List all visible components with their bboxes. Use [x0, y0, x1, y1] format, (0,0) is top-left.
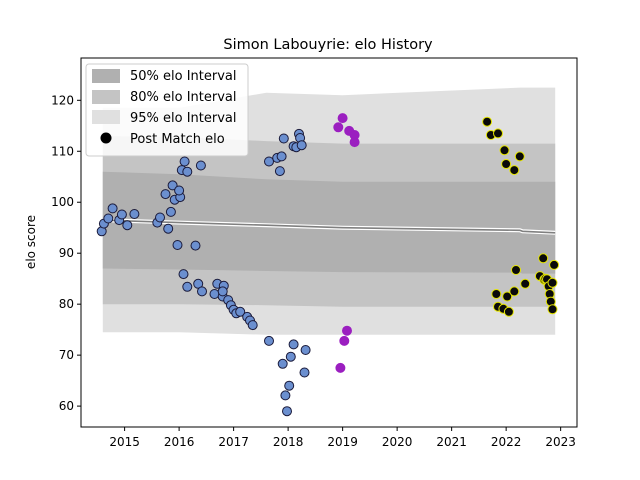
data-point-group1: [167, 180, 178, 191]
data-point-group2: [342, 325, 352, 336]
y-tick-label: 70: [59, 348, 74, 362]
data-point-group3: [509, 286, 520, 297]
data-point-group3: [482, 116, 493, 127]
x-tick-label: 2017: [218, 435, 249, 449]
data-point-group1: [209, 289, 220, 299]
data-point-group3: [520, 278, 531, 289]
post-match-points: [96, 113, 560, 417]
x-tick-label: 2019: [327, 435, 358, 449]
legend-label-points: Post Match elo: [130, 132, 225, 147]
data-point-group1: [129, 209, 140, 219]
data-point-group1: [264, 156, 274, 167]
legend-swatch-95: [92, 110, 120, 124]
data-point-group1: [182, 281, 193, 292]
data-point-group1: [155, 212, 165, 223]
y-tick-label: 100: [51, 195, 74, 209]
data-point-group1: [116, 209, 127, 220]
data-point-group1: [278, 133, 289, 144]
data-point-group1: [288, 339, 299, 350]
median-line: [102, 219, 556, 234]
x-tick-label: 2023: [545, 435, 576, 449]
y-tick-label: 110: [51, 144, 74, 158]
data-point-group1: [285, 351, 296, 362]
data-point-group1: [277, 358, 288, 369]
data-point-group2: [335, 362, 346, 373]
y-axis-label: elo score: [24, 215, 38, 269]
data-point-group1: [300, 345, 311, 355]
data-point-group1: [274, 166, 285, 177]
x-tick-label: 2020: [382, 435, 413, 449]
data-point-group1: [247, 320, 258, 331]
y-axis-ticks: 60 70 80 90 100 110 120: [51, 93, 81, 413]
legend-label-80: 80% elo Interval: [130, 90, 237, 105]
y-tick-label: 60: [59, 399, 74, 413]
data-point-group1: [122, 220, 133, 231]
data-point-group3: [509, 165, 520, 176]
legend-swatch-80: [92, 90, 120, 104]
legend-marker-points: [100, 132, 112, 144]
chart-title: Simon Labouyrie: elo History: [223, 37, 433, 53]
data-point-group1: [296, 140, 307, 151]
data-point-group2: [349, 137, 360, 148]
legend-box: [85, 63, 249, 157]
legend-label-50: 50% elo Interval: [130, 69, 237, 84]
data-point-group1: [197, 286, 207, 297]
data-point-group2: [337, 113, 348, 124]
data-point-group1: [103, 213, 114, 224]
data-point-group1: [179, 156, 190, 167]
data-point-group3: [547, 304, 558, 315]
data-point-group3: [511, 265, 521, 275]
data-point-group1: [174, 185, 185, 196]
data-point-group3: [514, 151, 525, 162]
data-point-group1: [182, 166, 193, 177]
y-tick-label: 120: [51, 93, 74, 107]
x-tick-label: 2016: [164, 435, 195, 449]
data-point-group1: [107, 203, 118, 214]
data-point-group1: [172, 240, 183, 250]
axes-frame: [80, 57, 578, 428]
data-point-group1: [178, 269, 189, 280]
x-tick-label: 2022: [491, 435, 522, 449]
y-tick-label: 80: [59, 297, 74, 311]
data-point-group3: [491, 289, 502, 299]
x-tick-label: 2015: [109, 435, 140, 449]
median-line-group: [102, 218, 556, 235]
data-point-group2: [339, 335, 350, 346]
x-tick-label: 2021: [436, 435, 467, 449]
data-point-group1: [284, 380, 295, 391]
data-point-group3: [503, 306, 514, 317]
x-tick-label: 2018: [273, 435, 304, 449]
legend: 50% elo Interval 80% elo Interval 95% el…: [85, 63, 249, 157]
data-point-group3: [547, 277, 558, 288]
data-point-group3: [549, 259, 560, 270]
data-point-group1: [163, 223, 174, 234]
data-point-group3: [502, 291, 513, 302]
data-point-group1: [235, 306, 246, 317]
data-point-group1: [299, 367, 310, 378]
data-point-group1: [190, 240, 201, 251]
data-point-group1: [264, 335, 274, 346]
data-point-group3: [499, 145, 510, 156]
band-50: [102, 171, 556, 274]
legend-label-95: 95% elo Interval: [130, 111, 237, 126]
data-point-group1: [160, 189, 171, 200]
data-point-group2: [333, 122, 344, 133]
data-point-group1: [165, 206, 176, 217]
data-point-group1: [280, 390, 291, 401]
data-point-group1: [217, 286, 228, 297]
data-point-group3: [501, 159, 512, 169]
y-tick-label: 90: [59, 246, 74, 260]
data-point-group3: [538, 253, 549, 264]
legend-swatch-50: [92, 69, 120, 83]
data-point-group1: [195, 160, 206, 171]
x-axis-ticks: 2015 2016 2017 2018 2019 2020 2021 2022 2023: [109, 427, 576, 449]
plot-area: [96, 87, 560, 417]
data-point-group1: [282, 406, 292, 417]
data-point-group3: [493, 128, 503, 139]
data-point-group1: [276, 151, 287, 162]
